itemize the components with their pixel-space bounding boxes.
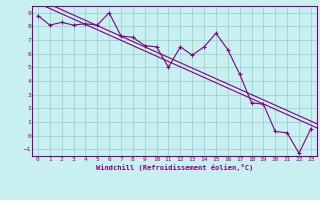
X-axis label: Windchill (Refroidissement éolien,°C): Windchill (Refroidissement éolien,°C): [96, 164, 253, 171]
